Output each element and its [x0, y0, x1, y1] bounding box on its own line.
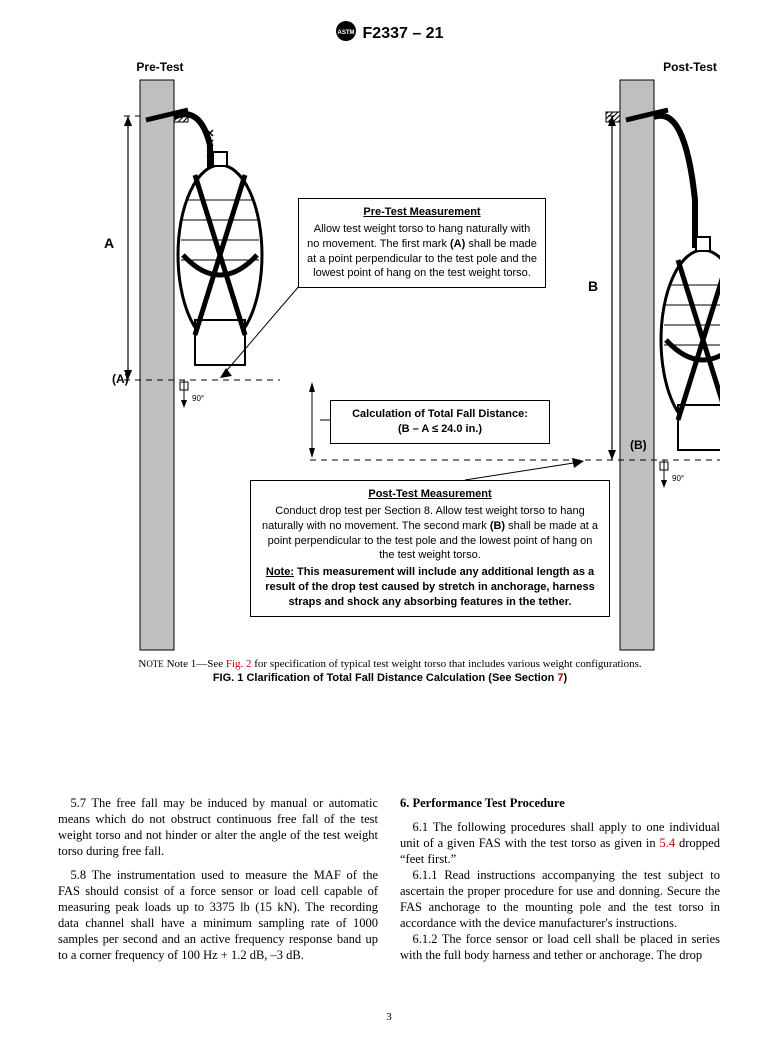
post-test-callout-title: Post-Test Measurement [259, 487, 601, 502]
calc-callout: Calculation of Total Fall Distance: (B –… [330, 400, 550, 444]
figure-note: NOTE Note 1—See Fig. 2 for specification… [60, 658, 720, 670]
para-6-1-1: 6.1.1 Read instructions accompanying the… [400, 867, 720, 931]
section-6-head: 6. Performance Test Procedure [400, 795, 720, 811]
mark-B: (B) [630, 438, 647, 452]
pre-test-callout-title: Pre-Test Measurement [307, 205, 537, 220]
para-6-1-2: 6.1.2 The force sensor or load cell shal… [400, 931, 720, 963]
post-test-callout: Post-Test Measurement Conduct drop test … [250, 480, 610, 617]
para-6-1: 6.1 The following procedures shall apply… [400, 819, 720, 867]
para-5-8: 5.8 The instrumentation used to measure … [58, 867, 378, 963]
calc-line2: (B – A ≤ 24.0 in.) [339, 422, 541, 437]
body-text: 5.7 The free fall may be induced by manu… [58, 795, 720, 963]
astm-logo-icon: ASTM [335, 20, 357, 47]
pre-test-label: Pre-Test [130, 60, 190, 74]
mark-A: (A) [112, 372, 129, 386]
page-number: 3 [0, 1011, 778, 1023]
post-test-label: Post-Test [655, 60, 725, 74]
designation: F2337 – 21 [363, 25, 444, 43]
figure-caption: FIG. 1 Clarification of Total Fall Dista… [60, 672, 720, 684]
dim-A: A [104, 235, 114, 251]
angle-90-right: 90° [672, 474, 684, 483]
para-5-7: 5.7 The free fall may be induced by manu… [58, 795, 378, 859]
post-test-callout-note: Note: This measurement will include any … [259, 565, 601, 610]
post-test-callout-body: Conduct drop test per Section 8. Allow t… [259, 504, 601, 563]
calc-line1: Calculation of Total Fall Distance: [339, 407, 541, 422]
figure-1: Pre-Test Post-Test A (A) B (B) 90° 90° P… [60, 50, 720, 730]
svg-text:ASTM: ASTM [337, 30, 354, 36]
pre-test-callout: Pre-Test Measurement Allow test weight t… [298, 198, 546, 288]
page-header: ASTM F2337 – 21 [0, 20, 778, 47]
pre-test-callout-body: Allow test weight torso to hang naturall… [307, 222, 537, 281]
dim-B: B [588, 278, 598, 294]
angle-90-left: 90° [192, 394, 204, 403]
